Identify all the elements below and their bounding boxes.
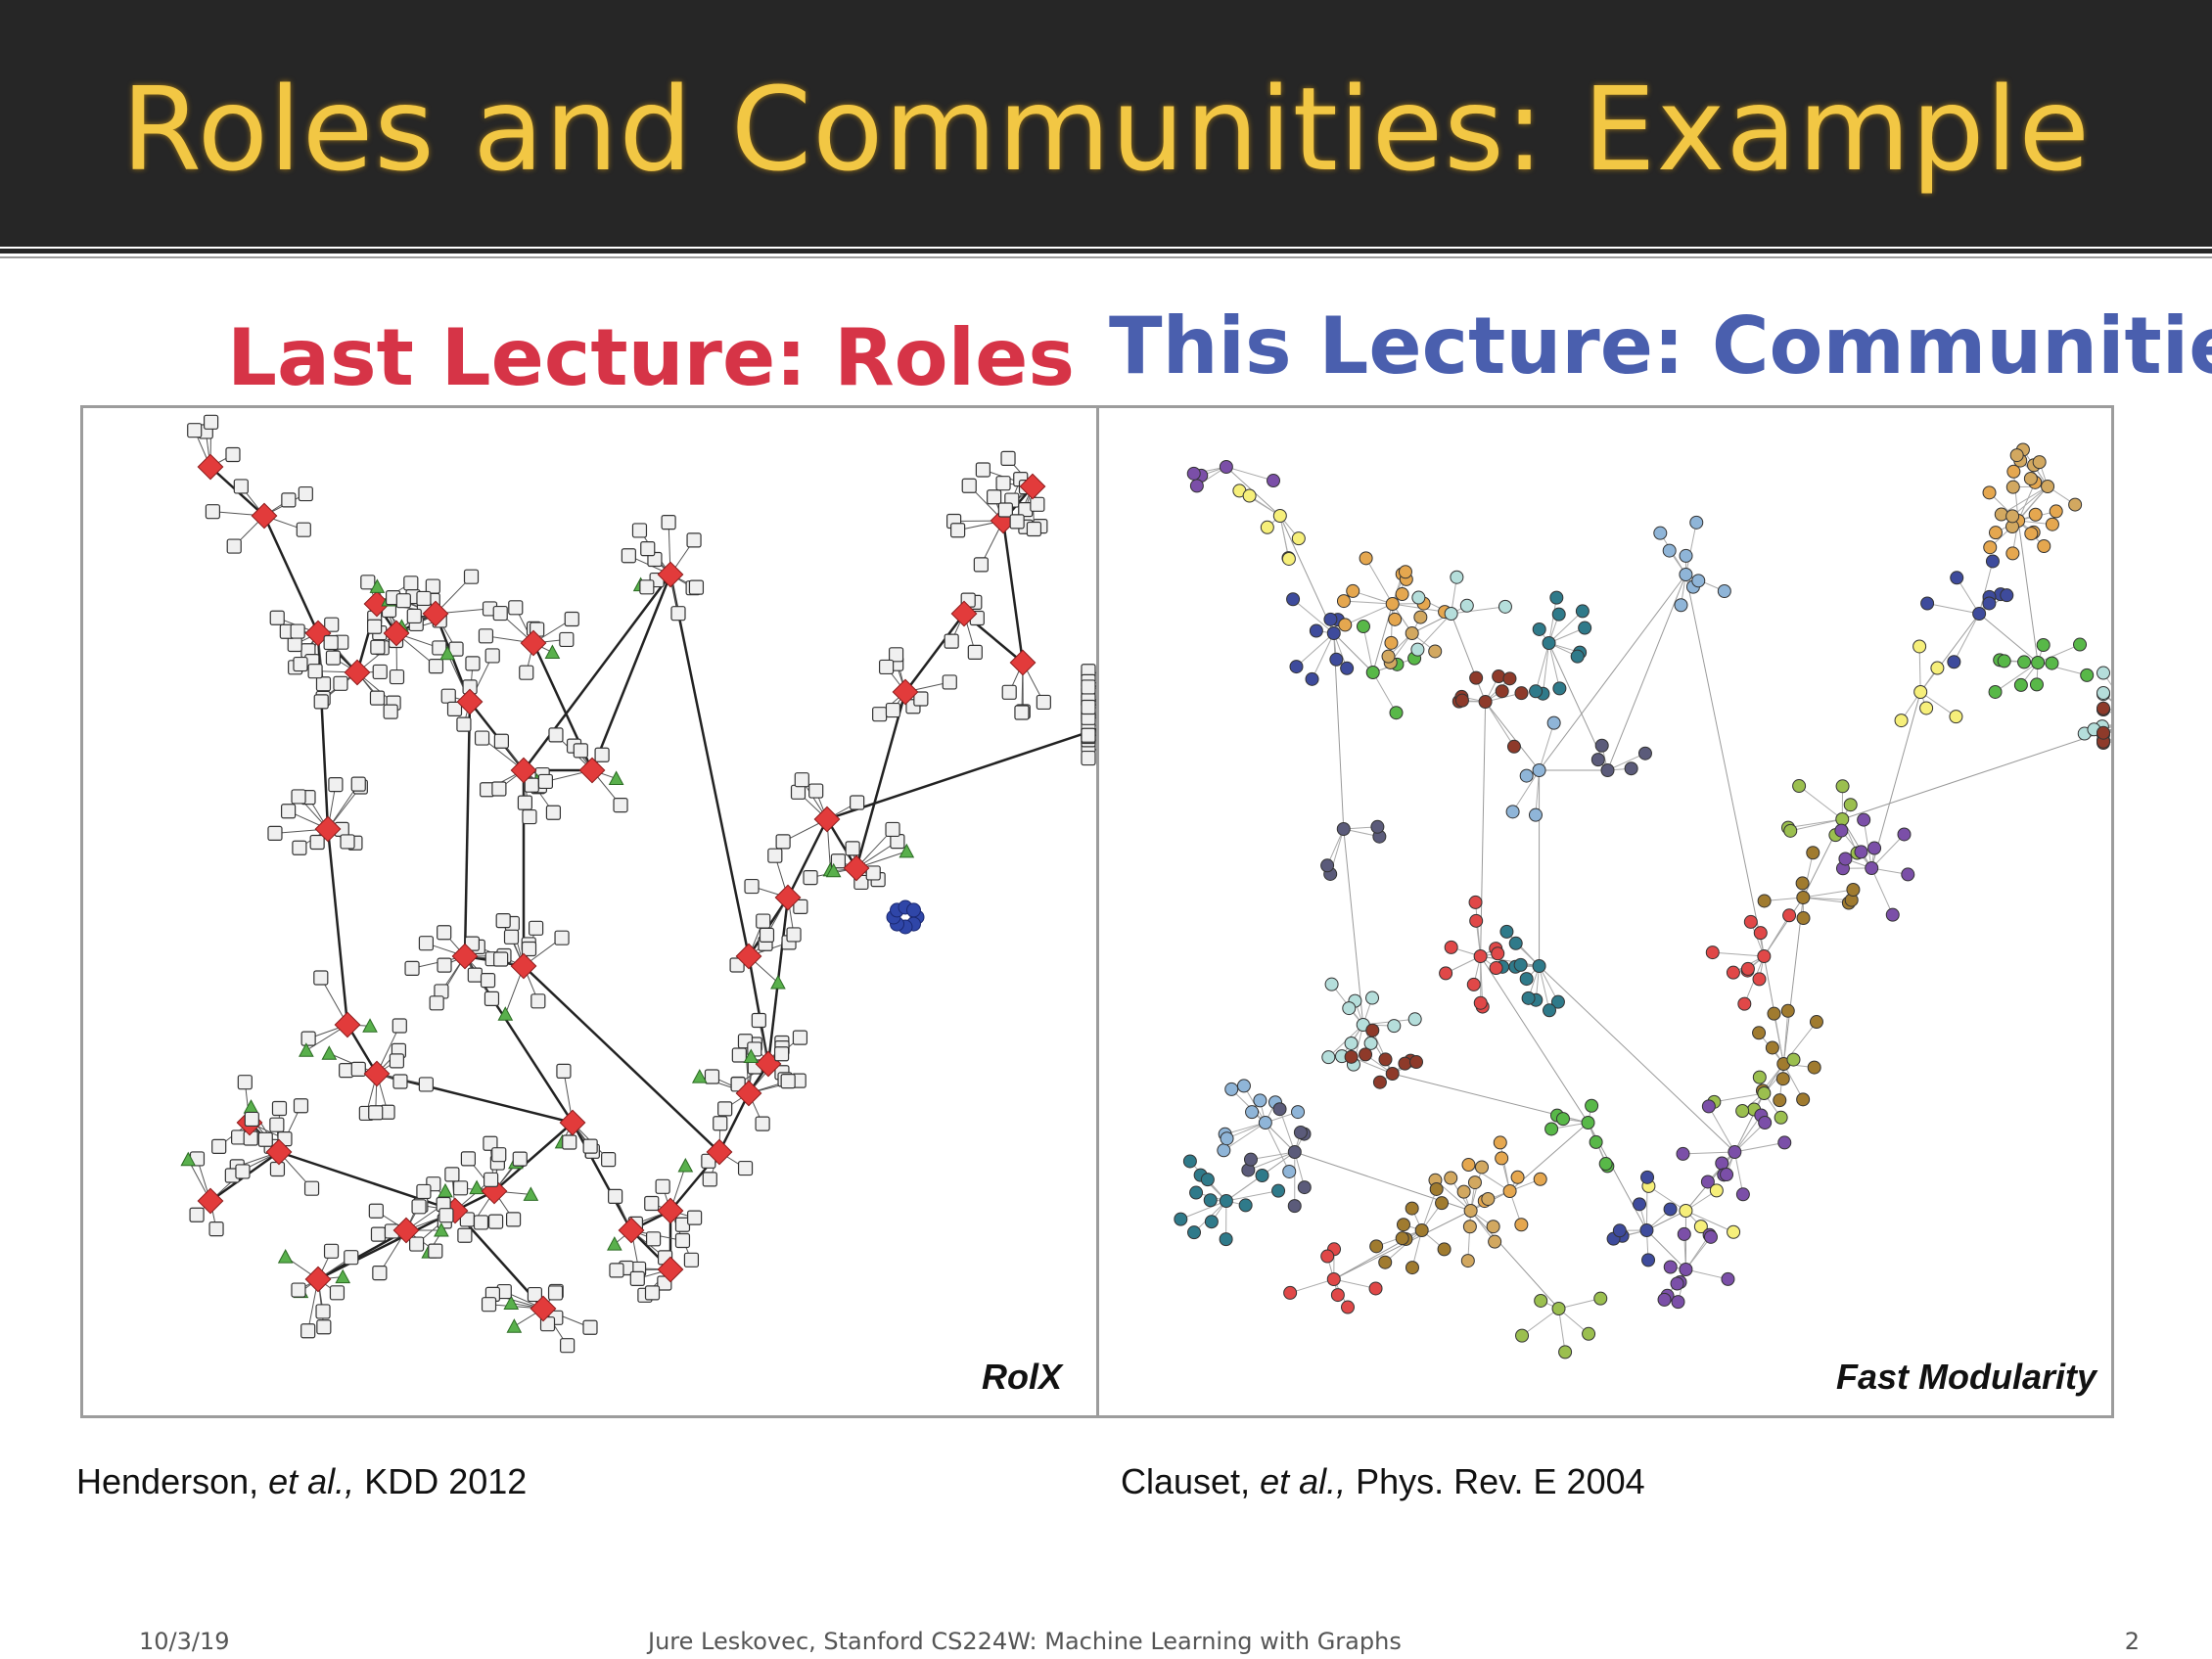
network-nodes (180, 414, 1096, 1354)
communities-heading: This Lecture: Communities (1109, 300, 2212, 392)
citation-authors: Clauset, (1121, 1461, 1261, 1501)
rolx-network-image (180, 414, 1096, 1354)
citation-etal: et al., (1260, 1461, 1347, 1501)
footer-course: Jure Leskovec, Stanford CS224W: Machine … (648, 1628, 1402, 1655)
title-rule-dark (0, 249, 2212, 253)
title-rule-light (0, 256, 2212, 258)
rolx-label: RolX (981, 1357, 1062, 1397)
citation-venue: KDD 2012 (354, 1461, 528, 1501)
citation-authors: Henderson, (76, 1461, 269, 1501)
footer-page-number: 2 (2124, 1628, 2140, 1655)
slide-title: Roles and Communities: Example (121, 62, 2091, 197)
citation-etal: et al., (268, 1461, 355, 1501)
network-nodes (1174, 442, 2110, 1359)
henderson-citation: Henderson, et al., KDD 2012 (76, 1460, 527, 1503)
clauset-citation: Clauset, et al., Phys. Rev. E 2004 (1121, 1460, 1645, 1503)
network-edges (187, 422, 1096, 1346)
title-bar (0, 0, 2212, 247)
figure-divider (1096, 405, 1099, 1418)
fast-modularity-label: Fast Modularity (1835, 1357, 2097, 1397)
footer-date: 10/3/19 (139, 1628, 230, 1655)
fast-modularity-network-image (1174, 442, 2111, 1359)
roles-heading: Last Lecture: Roles (227, 312, 1075, 403)
citation-venue: Phys. Rev. E 2004 (1346, 1461, 1645, 1501)
network-edges (1180, 449, 2111, 1353)
